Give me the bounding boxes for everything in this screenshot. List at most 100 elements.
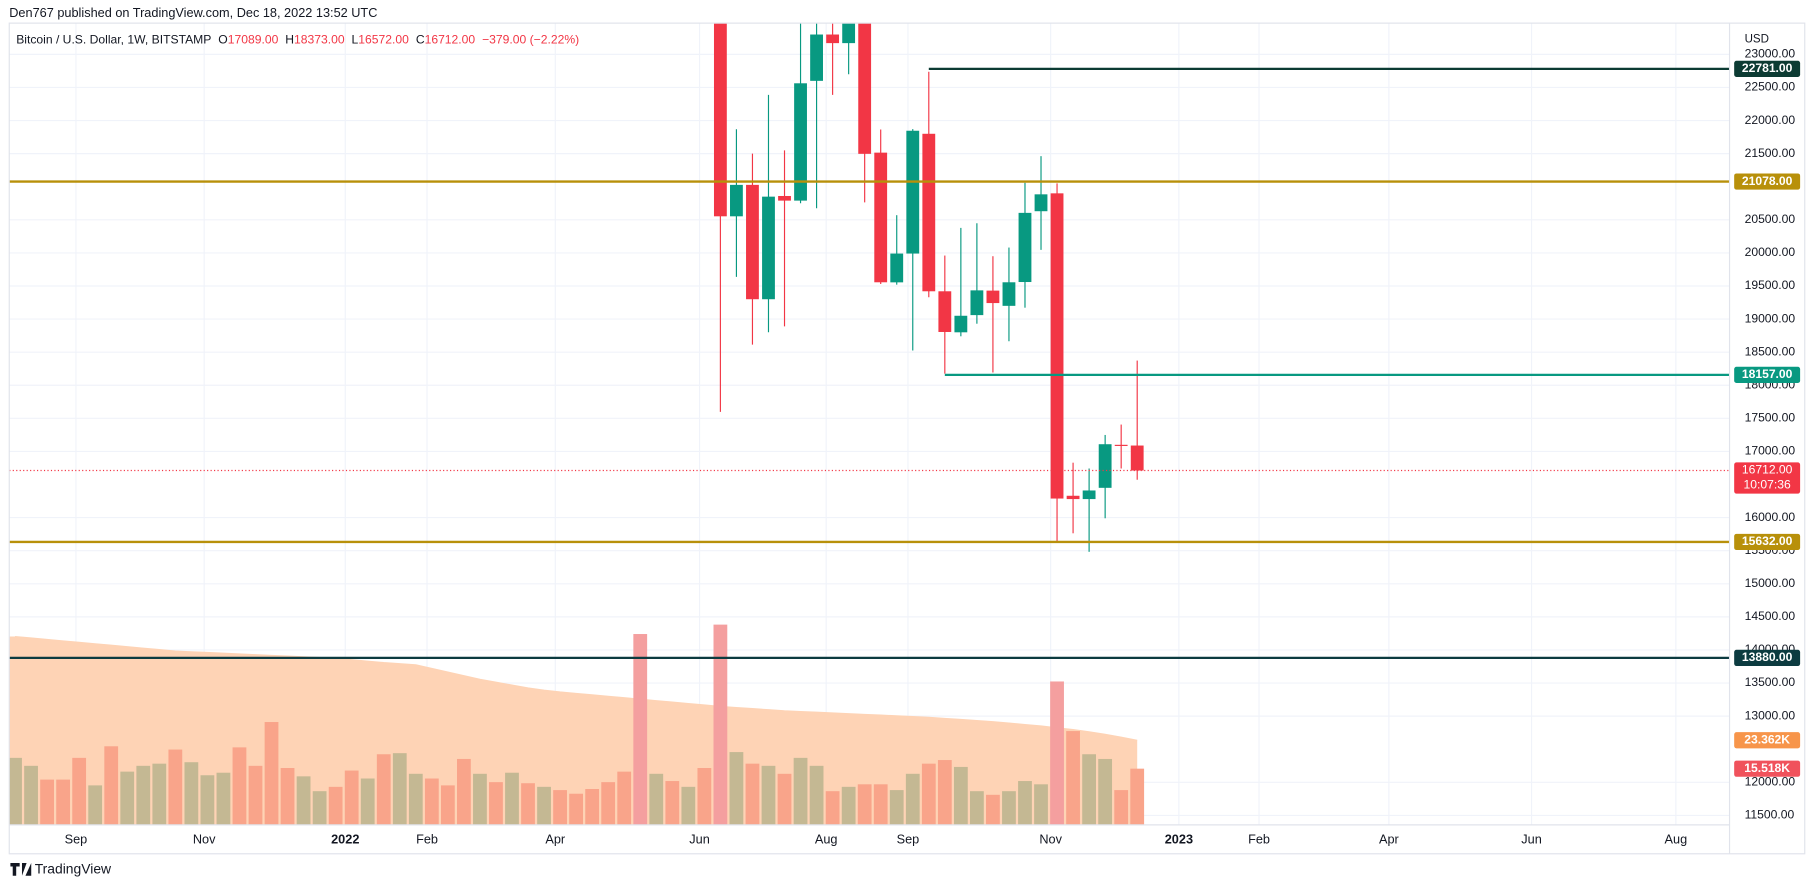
candle-body	[1082, 490, 1096, 500]
candle-body	[890, 253, 904, 283]
y-tick-label: 16000.00	[1745, 510, 1796, 524]
legend-value: 17089.00	[228, 33, 279, 47]
legend-change: −379.00 (−2.22%)	[482, 33, 579, 47]
volume-bar	[136, 765, 151, 825]
volume-bar	[344, 770, 359, 825]
volume-bar	[857, 784, 872, 825]
candle-body	[746, 184, 759, 300]
volume-bar	[873, 784, 888, 825]
candle-body	[922, 133, 936, 292]
plot-content	[9, 23, 1730, 825]
logo-mark	[10, 863, 32, 876]
volume-bar	[681, 786, 696, 825]
volume-bar	[1066, 731, 1080, 825]
volume-bar	[184, 762, 199, 825]
y-tick-label: 22500.00	[1745, 80, 1796, 94]
volume-bar	[729, 752, 744, 825]
last-price-label: 16712.00	[1742, 463, 1793, 477]
volume-bar	[1002, 791, 1016, 825]
volume-bar	[1018, 781, 1032, 825]
volume-box	[1734, 760, 1801, 777]
volume-bar	[489, 782, 503, 825]
volume-bar	[1034, 784, 1048, 825]
volume-bar	[809, 765, 824, 825]
candle-body	[1018, 212, 1032, 283]
volume-bar	[408, 773, 423, 825]
volume-bar	[505, 772, 519, 825]
y-tick-label: 11500.00	[1745, 808, 1795, 822]
volume-bar	[376, 754, 391, 825]
x-tick-label: Jun	[1521, 831, 1542, 846]
volume-bar	[825, 791, 840, 825]
volume-label: 15.518K	[1744, 761, 1790, 775]
volume-bar	[937, 760, 952, 825]
volume-bar	[1082, 754, 1096, 825]
level-box	[1734, 366, 1801, 383]
last-price-box	[1734, 462, 1801, 494]
candle-body	[858, 23, 872, 154]
volume-bar	[104, 746, 119, 825]
volume-bar	[617, 771, 632, 825]
level-box	[1734, 173, 1801, 190]
candle-body	[874, 152, 888, 283]
legend-value: 16572.00	[358, 33, 409, 47]
volume-bar	[713, 624, 728, 825]
volume-bar	[649, 773, 664, 825]
y-tick-label: 22000.00	[1745, 113, 1796, 127]
x-tick-label: 2023	[1165, 831, 1193, 846]
level-box	[1734, 533, 1801, 551]
volume-bar	[889, 790, 904, 825]
level-label: 22781.00	[1742, 61, 1793, 75]
volume-bar	[457, 758, 471, 825]
volume-bar	[745, 763, 760, 825]
volume-bar	[72, 757, 87, 825]
level-label: 18157.00	[1742, 367, 1793, 381]
volume-bar	[360, 778, 375, 825]
legend-key: C	[416, 33, 425, 47]
x-tick-label: Apr	[545, 831, 566, 846]
y-tick-label: 17500.00	[1745, 411, 1796, 425]
volume-bar	[793, 757, 808, 825]
y-tick-label: 18500.00	[1745, 344, 1796, 358]
y-tick-label: 19500.00	[1745, 278, 1796, 292]
volume-bar	[761, 765, 776, 825]
volume-bar	[1098, 758, 1113, 825]
volume-bar	[296, 776, 311, 825]
plot-area	[9, 23, 1730, 825]
volume-bar	[168, 749, 183, 825]
volume-bar	[777, 773, 792, 825]
volume-bar	[392, 753, 407, 825]
volume-bar	[248, 765, 263, 825]
volume-bar	[40, 779, 54, 825]
header: Den767 published on TradingView.com, Dec…	[9, 5, 377, 20]
candle-body	[970, 290, 984, 316]
y-tick-label: 21500.00	[1745, 146, 1796, 160]
y-tick-label: 15000.00	[1745, 576, 1796, 590]
y-tick-label: 20500.00	[1745, 212, 1796, 226]
x-tick-label: Sep	[897, 831, 920, 846]
volume-bar	[200, 775, 215, 825]
volume-bar	[633, 634, 648, 825]
countdown-label: 10:07:36	[1744, 478, 1791, 492]
volume-bar	[601, 782, 616, 825]
volume-ma-label: 23.362K	[1744, 732, 1790, 746]
level-box	[1734, 60, 1801, 77]
volume-bar	[841, 786, 856, 825]
y-tick-label: 17000.00	[1745, 444, 1796, 458]
candle-body	[762, 196, 775, 300]
volume-bar	[521, 783, 535, 825]
x-tick-label: Feb	[416, 831, 438, 846]
legend-value: 18373.00	[294, 33, 345, 47]
candle-body	[842, 23, 856, 44]
candle-body	[778, 195, 791, 201]
x-tick-label: Nov	[1039, 831, 1062, 846]
x-tick-label: Feb	[1248, 831, 1270, 846]
y-tick-label: 23000.00	[1745, 47, 1796, 61]
volume-bar	[986, 794, 1000, 825]
x-tick-label: Aug	[1665, 831, 1688, 846]
volume-bar	[1114, 790, 1129, 825]
volume-bar	[665, 781, 680, 825]
level-label: 21078.00	[1742, 174, 1793, 188]
